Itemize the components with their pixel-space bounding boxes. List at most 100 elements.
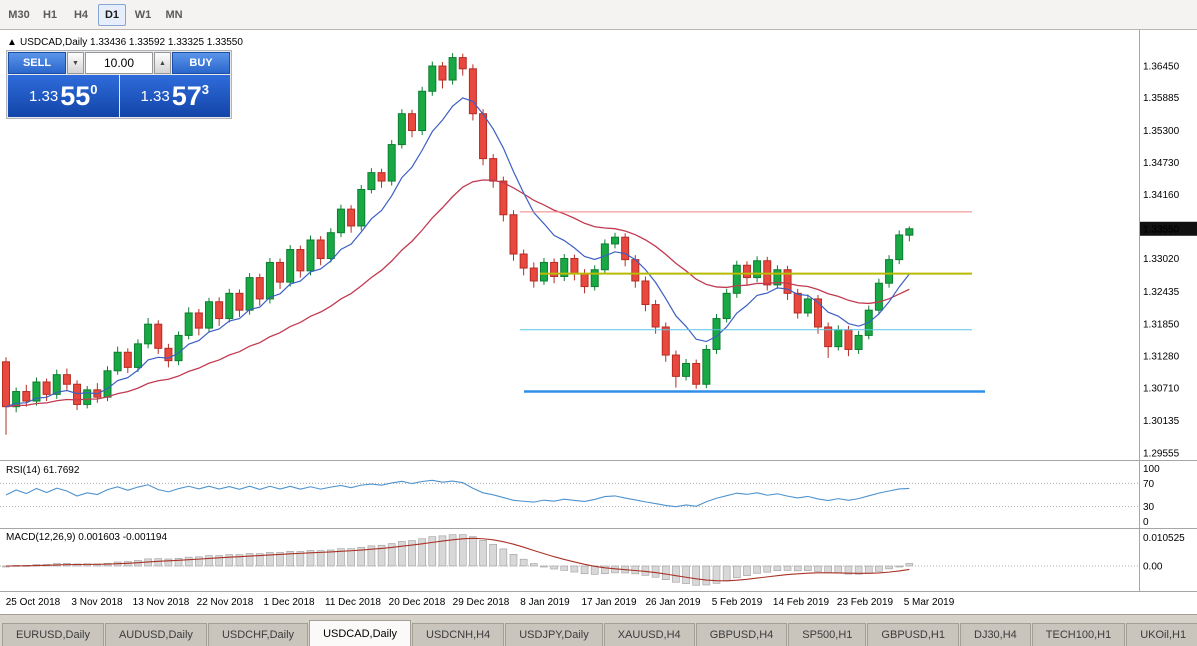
chart-tab-gbpusd-h4[interactable]: GBPUSD,H4 [695,623,788,646]
candle [205,301,213,329]
date-axis-label: 26 Jan 2019 [645,597,700,608]
candle [306,239,315,272]
macd-bar [174,558,183,567]
macd-pane-label: MACD(12,26,9) 0.001603 -0.001194 [6,532,167,543]
macd-bar [732,565,741,579]
macd-bar [743,565,751,576]
macd-bar [387,543,396,567]
macd-bar [469,536,477,567]
volume-increase-icon[interactable]: ▲ [154,52,171,74]
macd-bar [722,565,731,582]
candle [265,261,274,300]
macd-axis-label: 0.010525 [1143,533,1185,544]
chart-tab-usdcad-daily[interactable]: USDCAD,Daily [309,620,412,646]
candle [154,323,163,349]
candle [489,158,498,182]
chart-tab-gbpusd-h1[interactable]: GBPUSD,H1 [867,623,959,646]
timeframe-h4-button[interactable]: H4 [73,8,89,21]
timeframe-d1-button[interactable]: D1 [98,3,126,26]
macd-bar [550,565,558,570]
chart-tab-dj30-h4[interactable]: DJ30,H4 [960,623,1031,646]
macd-bar [651,565,660,578]
macd-bar [601,565,609,574]
candle [316,239,325,260]
ma-fast-line [5,97,910,408]
macd-bar [195,556,203,567]
macd-bar [235,554,244,567]
volume-decrease-icon[interactable]: ▼ [67,52,84,74]
macd-bar [479,539,487,567]
candle [580,273,589,288]
chart-window: 1.364501.358851.353001.347301.341601.335… [0,30,1197,614]
candle [509,214,518,255]
macd-bar [438,535,447,567]
volume-input[interactable] [85,52,153,74]
chart-tab-audusd-daily[interactable]: AUDUSD,Daily [104,623,207,646]
panel-collapse-icon[interactable]: ▲ [7,37,17,48]
macd-bar [255,553,264,567]
timeframe-h1-button[interactable]: H1 [42,8,58,21]
candle [793,292,802,314]
macd-bar [875,565,883,572]
macd-bar [682,565,690,584]
sell-price-tile[interactable]: 1.33 55 0 [8,75,119,117]
macd-bar [164,558,173,567]
macd-bar [529,563,538,567]
date-axis-label: 8 Jan 2019 [520,597,570,608]
candle [387,144,396,182]
candle [32,381,41,402]
macd-bar [337,548,345,567]
buy-button[interactable]: BUY [172,52,230,74]
chart-tab-usdchf-daily[interactable]: USDCHF,Daily [207,623,309,646]
timeframe-toolbar: M30 H1 H4 D1 W1 MN [0,0,1197,30]
macd-bar [895,565,904,568]
chart-tab-usdjpy-daily[interactable]: USDJPY,Daily [505,623,603,646]
candle [52,374,61,395]
ma-slow-line [5,179,910,408]
price-axis-label: 1.33020 [1143,254,1180,265]
sell-button[interactable]: SELL [8,52,66,74]
candle [103,370,112,398]
macd-bar [570,565,579,573]
chart-tab-eurusd-daily[interactable]: EURUSD,Daily [2,623,104,646]
macd-bar [184,556,193,567]
price-chart[interactable]: 1.364501.358851.353001.347301.341601.335… [0,30,1197,614]
date-axis-label: 20 Dec 2018 [389,597,446,608]
candle [671,354,680,377]
svg-text:1.33550: 1.33550 [1143,224,1180,235]
candle [235,292,244,311]
candle [539,261,548,282]
candle [499,180,508,216]
date-axis-label: 23 Feb 2019 [837,597,894,608]
sell-price-mid: 55 [60,80,91,111]
candle [194,312,203,329]
candle [814,298,822,328]
candle [397,113,406,146]
price-axis-label: 1.31280 [1143,352,1180,363]
buy-price-mid: 57 [171,80,202,111]
chart-tab-tech100-h1[interactable]: TECH100,H1 [1031,623,1126,646]
candle [682,362,691,377]
timeframe-mn-button[interactable]: MN [165,8,183,21]
timeframe-m30-button[interactable]: M30 [8,8,30,21]
timeframe-w1-button[interactable]: W1 [134,8,152,21]
date-axis[interactable]: 25 Oct 2018 3 Nov 2018 13 Nov 2018 22 Nov 2… [6,597,955,608]
buy-price-tile[interactable]: 1.33 57 3 [119,75,230,117]
chart-tab-ukoil-h1[interactable]: UKOil,H1 [1126,623,1197,646]
chart-tab-xauusd-h4[interactable]: XAUUSD,H4 [603,623,695,646]
price-axis-label: 1.31850 [1143,320,1180,331]
chart-tab-usdcnh-h4[interactable]: USDCNH,H4 [412,623,505,646]
macd-bar [266,552,274,567]
candle [438,65,447,81]
candle [367,172,376,190]
candle [753,260,762,279]
candle [296,249,305,272]
macd-bar [834,565,843,574]
macd-bar [560,565,569,571]
candle [113,351,122,372]
macd-bar [448,534,457,567]
chart-tab-sp500-h1[interactable]: SP500,H1 [788,623,867,646]
macd-axis-label: 0.00 [1143,562,1163,573]
candle [885,259,894,284]
